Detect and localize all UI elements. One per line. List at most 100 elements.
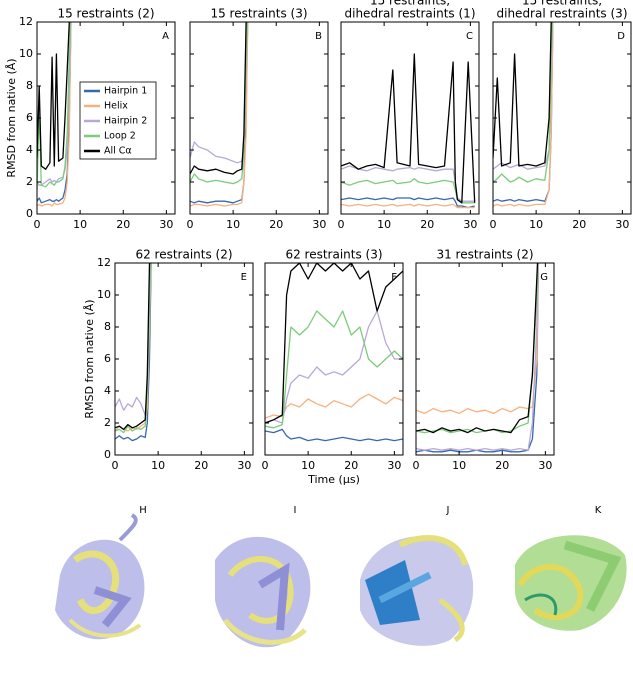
series-line bbox=[37, 22, 70, 170]
y-tick-label: 8 bbox=[104, 320, 111, 333]
legend-label: Hairpin 1 bbox=[104, 86, 147, 97]
x-axis-label: Time (μs) bbox=[307, 473, 360, 486]
x-tick-label: 10 bbox=[73, 218, 87, 231]
series-line bbox=[115, 263, 151, 431]
series-line bbox=[37, 22, 72, 191]
y-axis-label: RMSD from native (Å) bbox=[83, 299, 96, 418]
x-tick-label: 0 bbox=[112, 459, 119, 472]
axes-frame bbox=[340, 21, 480, 215]
panel-title: 62 restraints (2) bbox=[135, 248, 232, 262]
y-tick-label: 8 bbox=[26, 79, 33, 92]
legend-label: Hairpin 2 bbox=[104, 116, 147, 127]
x-tick-label: 30 bbox=[538, 459, 552, 472]
x-tick-label: 20 bbox=[495, 459, 509, 472]
series-line bbox=[265, 310, 403, 424]
structure-k bbox=[515, 535, 627, 631]
axes-frame bbox=[189, 21, 329, 215]
y-tick-label: 12 bbox=[19, 15, 33, 28]
x-tick-label: 10 bbox=[226, 218, 240, 231]
series-line bbox=[493, 22, 554, 170]
panel-label: B bbox=[315, 31, 322, 42]
x-tick-label: 10 bbox=[452, 459, 466, 472]
series-line bbox=[265, 428, 403, 442]
x-tick-label: 10 bbox=[529, 218, 543, 231]
y-tick-label: 4 bbox=[104, 384, 111, 397]
panel-title: dihedral restraints (3) bbox=[497, 7, 628, 21]
panel-title: 62 restraints (3) bbox=[285, 248, 382, 262]
y-tick-label: 2 bbox=[26, 175, 33, 188]
x-tick-label: 30 bbox=[312, 218, 326, 231]
series-line bbox=[190, 22, 247, 175]
panel-title: 15 restraints (3) bbox=[210, 7, 307, 21]
panel-label: D bbox=[617, 31, 625, 42]
x-tick-label: 20 bbox=[194, 459, 208, 472]
series-line bbox=[416, 263, 539, 451]
plot-area bbox=[493, 22, 554, 207]
series-line bbox=[265, 310, 403, 429]
x-tick-label: 0 bbox=[413, 459, 420, 472]
x-tick-label: 30 bbox=[615, 218, 629, 231]
structure-i bbox=[215, 536, 311, 648]
plot-area bbox=[341, 53, 476, 209]
series-line bbox=[37, 22, 72, 207]
series-line bbox=[416, 263, 540, 453]
panel-title: 15 restraints, bbox=[370, 0, 450, 8]
x-tick-label: 0 bbox=[34, 218, 41, 231]
series-line bbox=[190, 22, 249, 204]
structure-label: I bbox=[294, 505, 297, 516]
plot-area bbox=[37, 22, 72, 207]
structure-h bbox=[55, 513, 145, 640]
y-tick-label: 0 bbox=[104, 448, 111, 461]
structure-j bbox=[360, 534, 474, 646]
y-tick-label: 6 bbox=[26, 111, 33, 124]
series-line bbox=[341, 53, 476, 204]
series-line bbox=[493, 22, 554, 202]
y-tick-label: 0 bbox=[26, 207, 33, 220]
panel-title: 31 restraints (2) bbox=[436, 248, 533, 262]
series-line bbox=[341, 203, 475, 209]
panel-label: F bbox=[391, 272, 397, 283]
legend-label: All Cα bbox=[104, 146, 132, 157]
x-tick-label: 30 bbox=[237, 459, 251, 472]
x-tick-label: 10 bbox=[301, 459, 315, 472]
series-line bbox=[265, 393, 403, 419]
x-tick-label: 0 bbox=[262, 459, 269, 472]
x-tick-label: 10 bbox=[377, 218, 391, 231]
series-line bbox=[493, 22, 553, 183]
series-line bbox=[37, 22, 72, 186]
panel-label: A bbox=[162, 31, 169, 42]
x-tick-label: 0 bbox=[338, 218, 345, 231]
y-tick-label: 10 bbox=[97, 288, 111, 301]
y-axis-label: RMSD from native (Å) bbox=[5, 58, 18, 177]
series-line bbox=[190, 22, 248, 185]
series-line bbox=[190, 22, 249, 164]
panel-title: 15 restraints (2) bbox=[57, 7, 154, 21]
x-tick-label: 20 bbox=[116, 218, 130, 231]
panel-title: dihedral restraints (1) bbox=[345, 7, 476, 21]
panel-label: E bbox=[241, 272, 247, 283]
legend-label: Loop 2 bbox=[104, 131, 136, 142]
y-tick-label: 10 bbox=[19, 47, 33, 60]
plot-area bbox=[115, 263, 152, 442]
y-tick-label: 2 bbox=[104, 416, 111, 429]
x-tick-label: 20 bbox=[420, 218, 434, 231]
structure-label: K bbox=[595, 505, 602, 516]
x-tick-label: 30 bbox=[463, 218, 477, 231]
x-tick-label: 20 bbox=[572, 218, 586, 231]
y-tick-label: 4 bbox=[26, 143, 33, 156]
panel-title: 15 restraints, bbox=[522, 0, 602, 8]
x-tick-label: 0 bbox=[187, 218, 194, 231]
x-tick-label: 20 bbox=[269, 218, 283, 231]
series-line bbox=[190, 22, 249, 207]
y-tick-label: 12 bbox=[97, 256, 111, 269]
x-tick-label: 20 bbox=[344, 459, 358, 472]
series-line bbox=[493, 22, 554, 207]
panel-label: G bbox=[540, 272, 548, 283]
plot-area bbox=[416, 263, 540, 453]
panel-label: C bbox=[466, 31, 473, 42]
x-tick-label: 10 bbox=[151, 459, 165, 472]
x-tick-label: 0 bbox=[490, 218, 497, 231]
series-line bbox=[493, 22, 552, 167]
structure-label: H bbox=[139, 505, 147, 516]
